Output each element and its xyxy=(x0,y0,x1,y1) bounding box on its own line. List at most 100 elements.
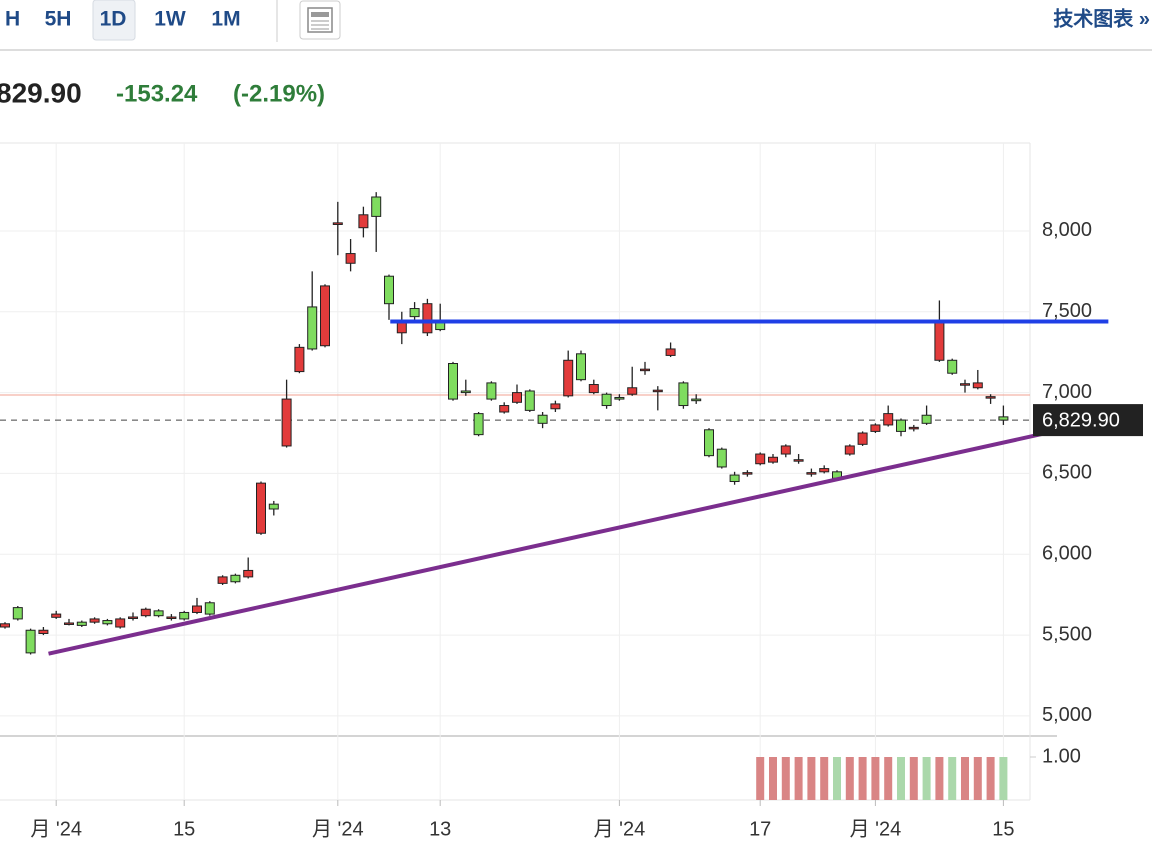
candle-body xyxy=(12,607,23,620)
volume-bar xyxy=(807,757,816,800)
candle-body xyxy=(358,214,369,229)
quote-price: 829.90 xyxy=(0,77,82,108)
candle-body xyxy=(499,405,510,413)
candle-body xyxy=(76,621,87,626)
candle-body xyxy=(601,393,612,407)
volume-bar xyxy=(986,757,995,800)
x-tick-label: 月 '24 xyxy=(312,818,364,840)
candle-body xyxy=(972,382,983,389)
candle-body xyxy=(652,389,663,393)
candle-body xyxy=(371,196,382,217)
layout-icon xyxy=(311,12,329,17)
volume-bar xyxy=(935,757,944,800)
candle-body xyxy=(563,359,574,397)
trend-line xyxy=(48,416,1113,656)
candle-body xyxy=(256,482,266,534)
candle-body xyxy=(25,629,36,654)
volume-bar xyxy=(781,757,790,800)
candle-body xyxy=(960,383,970,386)
candle-body xyxy=(729,474,740,483)
y-tick-label: 5,000 xyxy=(1042,704,1092,726)
candle-body xyxy=(243,569,254,578)
candle-body xyxy=(89,618,100,623)
candle-body xyxy=(576,353,586,381)
interval-button[interactable]: 5H xyxy=(45,8,72,31)
candle-body xyxy=(947,359,958,374)
candle-body xyxy=(422,303,433,334)
y-tick-label: 8,000 xyxy=(1042,219,1092,241)
candle-body xyxy=(166,616,177,619)
y-tick-label: 5,500 xyxy=(1042,623,1092,645)
candle-body xyxy=(0,623,10,628)
candle-body xyxy=(486,382,497,400)
candle-body xyxy=(217,576,228,584)
candle-body xyxy=(883,413,894,426)
candle-body xyxy=(588,384,599,394)
candle-body xyxy=(268,503,279,510)
layout-button[interactable] xyxy=(299,0,341,40)
y-tick-label: 6,500 xyxy=(1042,462,1092,484)
candle-body xyxy=(332,222,343,225)
interval-button[interactable]: 1M xyxy=(211,8,240,31)
candle-body xyxy=(921,414,932,424)
candle-body xyxy=(793,459,804,462)
y-tick-label: 7,500 xyxy=(1042,300,1092,322)
candle-body xyxy=(140,608,151,617)
volume-bar xyxy=(973,757,982,800)
volume-tick-label: 1.00 xyxy=(1042,745,1081,767)
candle-body xyxy=(806,472,817,475)
candle-body xyxy=(307,306,318,350)
candle-body xyxy=(345,253,356,264)
candle-body xyxy=(128,616,138,619)
candle-body xyxy=(780,445,791,455)
candle-body xyxy=(294,346,305,373)
candle-body xyxy=(614,396,625,400)
candle-body xyxy=(204,602,215,615)
candle-body xyxy=(512,392,522,403)
volume-bar xyxy=(871,757,880,800)
volume-bar xyxy=(909,757,918,800)
candle-body xyxy=(537,414,548,424)
interval-button[interactable]: H xyxy=(5,8,20,31)
candle-body xyxy=(678,382,689,407)
last-price-tag xyxy=(1033,404,1143,437)
y-tick-label: 7,000 xyxy=(1042,381,1092,403)
interval-button[interactable]: 1D xyxy=(100,8,127,31)
interval-button[interactable]: 1W xyxy=(154,8,186,31)
x-tick-label: 13 xyxy=(429,818,451,840)
candle-body xyxy=(230,574,241,583)
tech-chart-link[interactable]: 技术图表 » xyxy=(1053,6,1150,30)
volume-bar xyxy=(769,757,777,800)
candle-body xyxy=(985,396,996,399)
candle-body xyxy=(384,275,394,305)
x-tick-label: 15 xyxy=(992,818,1014,840)
last-price-label: 6,829.90 xyxy=(1042,409,1120,431)
candle-body xyxy=(870,424,881,432)
volume-bar xyxy=(961,757,969,800)
candle-body xyxy=(640,368,650,372)
candle-body xyxy=(281,398,292,447)
candle-body xyxy=(934,320,945,361)
y-tick-label: 6,000 xyxy=(1042,543,1092,565)
volume-bar xyxy=(794,757,803,800)
volume-bar xyxy=(858,757,867,800)
x-tick-label: 月 '24 xyxy=(30,818,82,840)
candle-body xyxy=(179,611,190,620)
candle-body xyxy=(51,613,62,618)
candle-body xyxy=(857,432,868,445)
candle-body xyxy=(844,445,855,455)
candle-body xyxy=(38,629,49,634)
candle-body xyxy=(908,426,919,430)
candle-body xyxy=(550,403,561,410)
candle-body xyxy=(320,285,330,347)
volume-bar xyxy=(845,757,854,800)
candle-body xyxy=(192,605,202,613)
candle-body xyxy=(742,472,753,475)
x-tick-label: 月 '24 xyxy=(594,818,646,840)
candle-body xyxy=(819,468,830,473)
candle-body xyxy=(448,363,458,400)
candle-body xyxy=(755,453,766,465)
volume-bar xyxy=(756,757,765,800)
candle-body xyxy=(704,429,714,457)
